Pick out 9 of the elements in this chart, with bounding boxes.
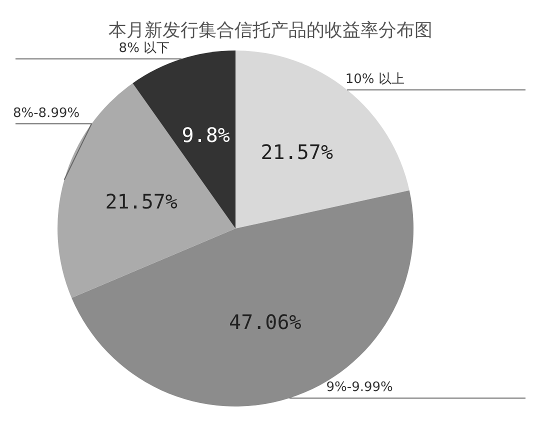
slice-label: 10% 以上	[345, 72, 404, 87]
data-label: 21.57%	[260, 140, 334, 164]
slice-label: 8% 以下	[118, 40, 170, 56]
data-label: 9.8%	[182, 123, 230, 148]
data-label: 47.06%	[229, 310, 302, 334]
slice-label: 8%-8.99%	[12, 106, 80, 121]
data-label: 21.57%	[105, 190, 178, 214]
slice-label: 9%-9.99%	[326, 380, 393, 396]
chart-title: 本月新发行集合信托产品的收益率分布图	[108, 20, 432, 41]
